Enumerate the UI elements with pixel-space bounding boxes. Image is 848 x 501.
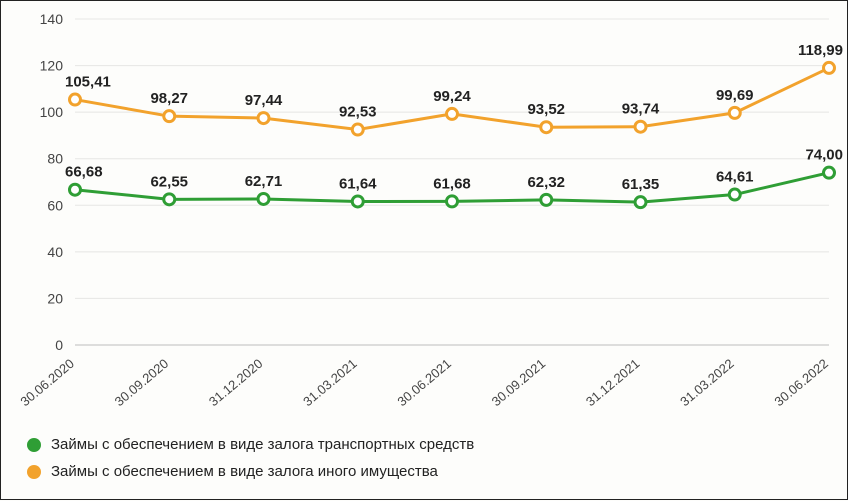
- data-label-vehicles: 66,68: [65, 164, 103, 181]
- data-label-vehicles: 62,32: [527, 174, 565, 191]
- data-label-other: 97,44: [245, 92, 283, 109]
- x-tick-label: 30.06.2020: [17, 356, 76, 409]
- y-tick-label: 60: [47, 197, 63, 213]
- y-tick-label: 20: [47, 290, 63, 306]
- legend-label: Займы с обеспечением в виде залога транс…: [51, 431, 474, 458]
- series-marker-other: [352, 124, 363, 135]
- series-marker-other: [635, 121, 646, 132]
- legend-marker-other: [27, 465, 41, 479]
- data-label-other: 99,69: [716, 87, 754, 104]
- legend-marker-vehicles: [27, 438, 41, 452]
- data-label-other: 105,41: [65, 74, 111, 91]
- legend-label: Займы с обеспечением в виде залога иного…: [51, 458, 438, 485]
- series-marker-vehicles: [258, 193, 269, 204]
- data-label-vehicles: 61,64: [339, 175, 377, 192]
- series-marker-vehicles: [70, 184, 81, 195]
- legend-item: Займы с обеспечением в виде залога иного…: [27, 458, 474, 485]
- x-tick-label: 31.12.2020: [206, 356, 265, 409]
- series-marker-vehicles: [447, 196, 458, 207]
- series-marker-vehicles: [635, 197, 646, 208]
- data-label-vehicles: 62,55: [150, 173, 188, 190]
- chart-container: 0 20 40 60 80 100 120 140 30.06.2020 30.09.2020 31…: [0, 0, 848, 500]
- y-tick-label: 140: [40, 11, 64, 27]
- data-label-vehicles: 61,35: [622, 176, 660, 193]
- x-tick-label: 30.06.2021: [394, 356, 453, 409]
- series-marker-other: [541, 122, 552, 133]
- data-label-other: 118,99: [798, 42, 843, 59]
- data-label-vehicles: 74,00: [805, 147, 843, 164]
- x-tick-label: 30.09.2020: [112, 356, 171, 409]
- x-tick-label: 31.12.2021: [583, 356, 642, 409]
- series-marker-other: [824, 62, 835, 73]
- data-label-vehicles: 62,71: [245, 173, 283, 190]
- y-tick-label: 0: [55, 337, 63, 353]
- y-tick-label: 120: [40, 58, 64, 74]
- x-tick-label: 30.09.2021: [489, 356, 548, 409]
- x-tick-label: 30.06.2022: [771, 356, 830, 409]
- x-tick-label: 31.03.2022: [677, 356, 736, 409]
- chart-plot: 0 20 40 60 80 100 120 140 30.06.2020 30.09.2020 31…: [1, 1, 848, 501]
- series-marker-vehicles: [729, 189, 740, 200]
- y-tick-label: 40: [47, 244, 63, 260]
- series-marker-vehicles: [541, 194, 552, 205]
- legend-item: Займы с обеспечением в виде залога транс…: [27, 431, 474, 458]
- series-marker-vehicles: [824, 167, 835, 178]
- data-label-vehicles: 64,61: [716, 169, 754, 186]
- x-tick-label: 31.03.2021: [300, 356, 359, 409]
- series-marker-other: [258, 113, 269, 124]
- series-marker-other: [70, 94, 81, 105]
- y-tick-label: 80: [47, 151, 63, 167]
- series-marker-vehicles: [352, 196, 363, 207]
- series-marker-other: [729, 107, 740, 118]
- series-marker-other: [447, 108, 458, 119]
- data-label-other: 98,27: [150, 90, 188, 107]
- series-marker-other: [164, 111, 175, 122]
- data-label-other: 92,53: [339, 104, 377, 121]
- data-label-other: 93,52: [527, 101, 565, 118]
- series-marker-vehicles: [164, 194, 175, 205]
- y-tick-label: 100: [40, 104, 64, 120]
- legend: Займы с обеспечением в виде залога транс…: [27, 431, 474, 485]
- data-label-vehicles: 61,68: [433, 175, 471, 192]
- data-label-other: 99,24: [433, 88, 471, 105]
- data-label-other: 93,74: [622, 101, 660, 118]
